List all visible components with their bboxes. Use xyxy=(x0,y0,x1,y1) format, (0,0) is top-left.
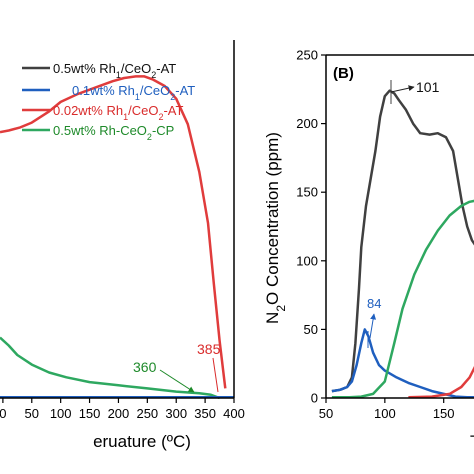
panel-a-x-tick-label-7: 350 xyxy=(194,406,216,421)
panel-a-plot-area xyxy=(0,75,234,400)
panel-b-y-tick-label-2: 100 xyxy=(296,253,318,268)
panel-a-x-tick-label-0: 0 xyxy=(0,406,7,421)
svg-text:385: 385 xyxy=(197,341,221,357)
panel-b-label: (B) xyxy=(333,65,354,82)
panel-b-x-tick-label-1: 100 xyxy=(374,406,396,421)
panel-b-series-group xyxy=(331,89,474,399)
panel-a-x-tick-label-2: 100 xyxy=(50,406,72,421)
legend-entry-0: 0.5wt% Rh1/CeO2-AT xyxy=(22,61,176,80)
svg-text:360: 360 xyxy=(133,359,157,375)
panel-b-series-line-3 xyxy=(408,366,474,399)
panel-a-x-tick-label-3: 150 xyxy=(79,406,101,421)
panel-b-y-tick-label-5: 250 xyxy=(296,48,318,63)
panel-b-x-tick-label-2: 150 xyxy=(433,406,455,421)
panel-b-y-tick-label-3: 150 xyxy=(296,185,318,200)
legend-entry-1: 0.1wt% Rh1/CeO2-AT xyxy=(22,83,195,102)
svg-text:0.5wt% Rh-CeO2-CP: 0.5wt% Rh-CeO2-CP xyxy=(53,123,174,142)
svg-text:0.5wt% Rh1/CeO2-AT: 0.5wt% Rh1/CeO2-AT xyxy=(53,61,176,80)
panel-b-y-tick-label-1: 50 xyxy=(304,322,318,337)
panel-a-x-tick-label-5: 250 xyxy=(136,406,158,421)
panel-b-y-tick-label-4: 200 xyxy=(296,116,318,131)
panel-a: 0 50 100 150 200 250 300 350 400 eruature (ºC) 0… xyxy=(0,40,245,451)
panel-a-x-ticks: 0 50 100 150 200 250 300 350 400 xyxy=(0,398,245,421)
panel-a-x-tick-label-8: 400 xyxy=(223,406,245,421)
panel-a-annotation-385: 385 xyxy=(197,341,221,393)
panel-b-x-axis-label-fragment: T xyxy=(470,432,474,451)
panel-a-series-line-1 xyxy=(0,336,221,400)
svg-text:0.02wt% Rh1/CeO2-AT: 0.02wt% Rh1/CeO2-AT xyxy=(53,103,184,122)
panel-a-x-axis-label: eruature (ºC) xyxy=(93,432,191,451)
legend-entry-3: 0.5wt% Rh-CeO2-CP xyxy=(22,123,174,142)
panel-b-plot-area xyxy=(331,89,474,399)
panel-b-series-line-0 xyxy=(331,89,474,393)
svg-text:0.1wt% Rh1/CeO2-AT: 0.1wt% Rh1/CeO2-AT xyxy=(72,83,195,102)
legend-entry-2: 0.02wt% Rh1/CeO2-AT xyxy=(22,103,184,122)
panel-b-annotation-84: 84 xyxy=(367,296,381,348)
panel-b-series-line-2 xyxy=(331,199,474,399)
panel-a-legend: 0.5wt% Rh1/CeO2-AT 0.1wt% Rh1/CeO2-AT 0.… xyxy=(22,61,195,142)
panel-b-y-ticks: 0 50 100 150 200 250 xyxy=(296,48,326,406)
panel-a-series-line-0 xyxy=(0,75,227,389)
panel-b-x-ticks: 50 100 150 xyxy=(319,398,455,421)
panel-a-x-tick-label-1: 50 xyxy=(25,406,39,421)
panel-a-series-group xyxy=(0,75,234,400)
panel-a-annotation-360: 360 xyxy=(133,359,195,393)
panel-a-x-tick-label-6: 300 xyxy=(165,406,187,421)
panel-b-y-axis-label: N2O Concentration (ppm) xyxy=(263,132,288,324)
panel-b-x-tick-label-0: 50 xyxy=(319,406,333,421)
svg-text:84: 84 xyxy=(367,296,381,311)
svg-text:101: 101 xyxy=(416,79,440,95)
panel-b-y-tick-label-0: 0 xyxy=(311,391,318,406)
panel-a-x-tick-label-4: 200 xyxy=(108,406,130,421)
panel-b-annotation-101: 101 xyxy=(390,79,440,104)
